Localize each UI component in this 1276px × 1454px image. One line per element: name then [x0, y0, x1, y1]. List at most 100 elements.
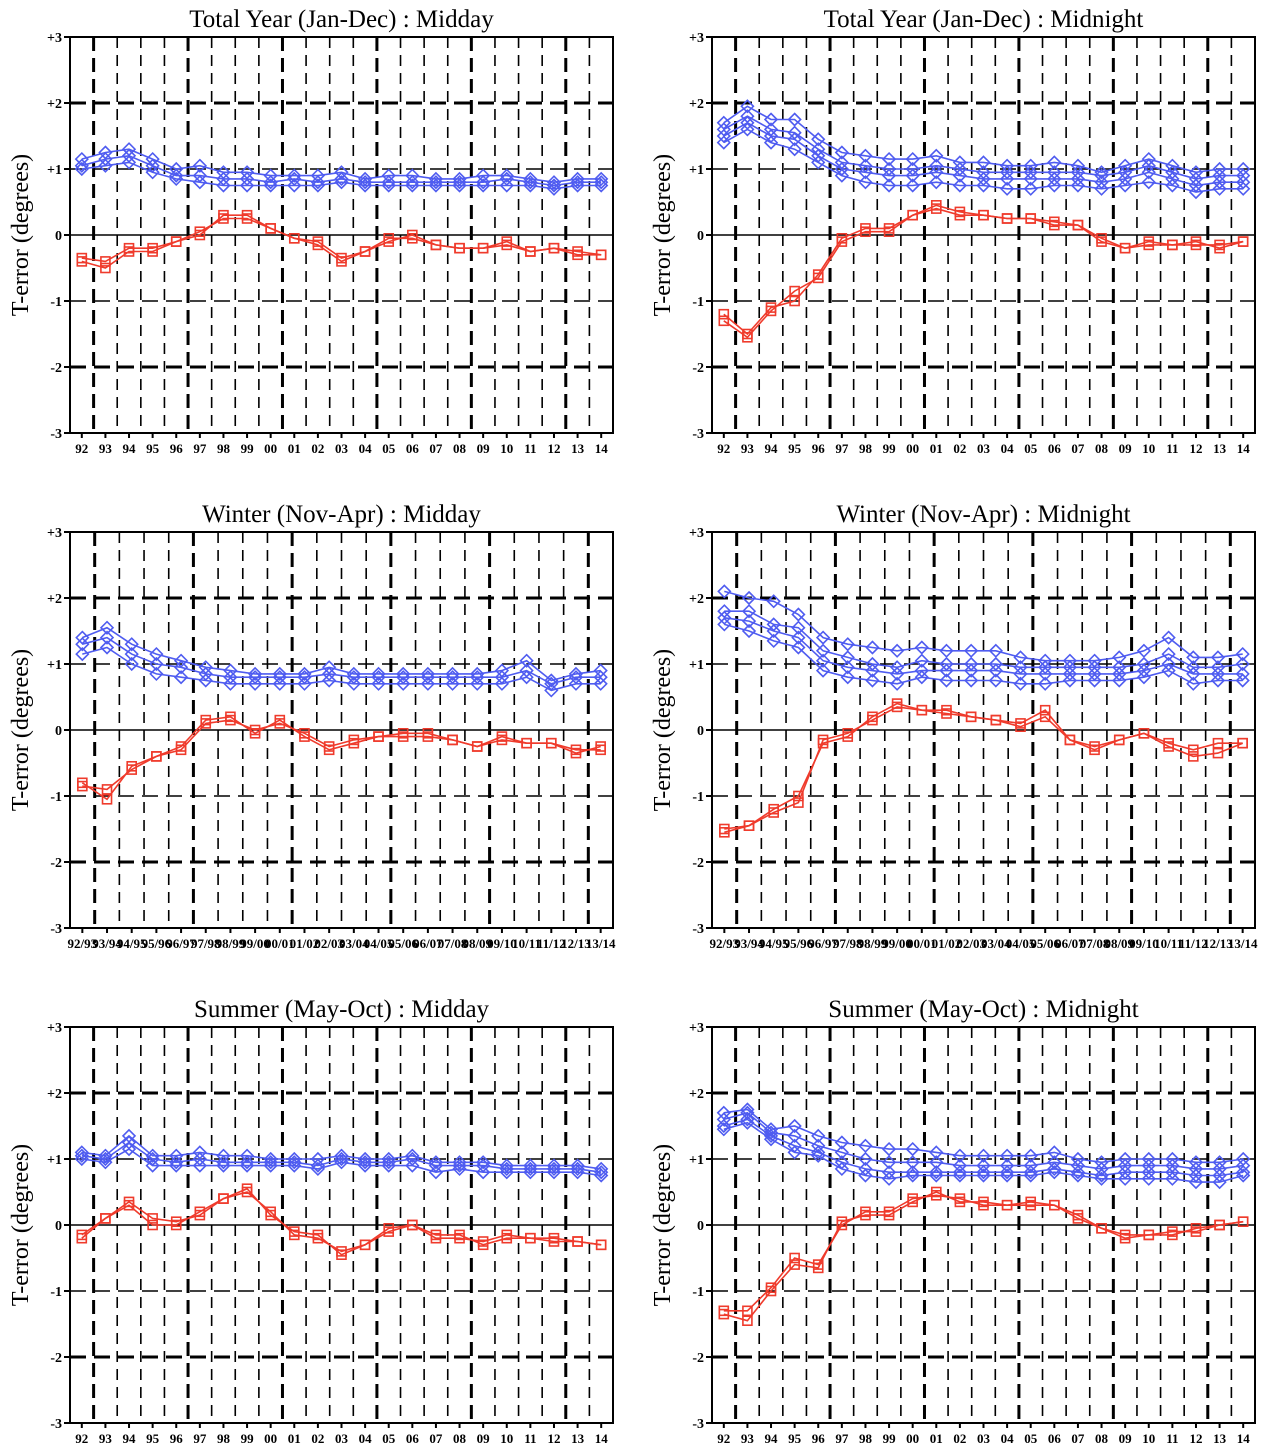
diamond-marker: [523, 1165, 538, 1180]
chart-panel-1: -3 -2 -1 0 +1 +2 +3 92 93 94 95 96 97 98 99 00 01 02 03 04 0…: [8, 6, 614, 456]
diamond-marker: [98, 1155, 113, 1170]
square-marker: [742, 1305, 753, 1317]
y-tick-label: -2: [50, 1351, 62, 1366]
square-marker: [241, 213, 253, 224]
y-tick-label: -2: [50, 856, 62, 871]
diamond-marker: [452, 1158, 467, 1173]
diamond-marker: [741, 623, 757, 639]
series-3-blue: [75, 640, 608, 698]
square-marker: [1143, 1229, 1155, 1241]
diamond-marker: [546, 1165, 562, 1180]
diamond-marker: [357, 175, 373, 190]
diamond-marker: [499, 178, 514, 193]
series-3-blue: [74, 155, 609, 196]
x-tick-label: 10: [1142, 441, 1155, 456]
square-marker: [883, 1209, 895, 1221]
diamond-marker: [452, 178, 467, 193]
series-6-red: [718, 203, 1249, 340]
square-marker: [123, 1199, 135, 1211]
square-marker: [1096, 1223, 1107, 1234]
y-axis-label: T-error (degrees): [650, 1144, 676, 1306]
diamond-marker: [929, 148, 944, 163]
diamond-marker: [834, 168, 849, 183]
diamond-marker: [74, 1145, 89, 1160]
y-tick-label: -3: [692, 1417, 704, 1432]
diamond-marker: [1210, 673, 1226, 688]
square-marker: [218, 1193, 229, 1204]
x-tick-label: 08/09: [1104, 936, 1134, 951]
diamond-marker: [1118, 178, 1133, 193]
diamond-marker: [546, 178, 562, 193]
diamond-marker: [1161, 663, 1176, 678]
diamond-marker: [519, 653, 534, 668]
diamond-marker: [881, 1155, 897, 1170]
x-tick-label: 13: [571, 441, 585, 456]
diamond-marker: [1141, 175, 1156, 190]
diamond-marker: [239, 1158, 255, 1173]
diamond-marker: [470, 676, 485, 691]
x-tick-label: 10: [500, 1431, 513, 1446]
diamond-marker: [914, 670, 929, 685]
x-tick-label: 08: [453, 1431, 467, 1446]
x-tick-label: 11: [524, 1431, 536, 1446]
diamond-marker: [881, 151, 897, 167]
diamond-marker: [929, 1155, 944, 1170]
diamond-marker: [889, 643, 905, 658]
diamond-marker: [523, 175, 538, 190]
x-tick-label: 05: [382, 1431, 396, 1446]
square-marker: [454, 1229, 465, 1241]
square-marker: [572, 249, 583, 261]
diamond-marker: [999, 181, 1015, 196]
square-marker: [1025, 213, 1037, 224]
square-marker: [218, 213, 229, 224]
square-marker: [1039, 711, 1051, 723]
diamond-marker: [740, 1115, 755, 1130]
x-tick-label: 99: [241, 441, 255, 456]
x-tick-label: 09: [1119, 1431, 1133, 1446]
square-marker: [1212, 737, 1224, 749]
diamond-marker: [121, 1141, 137, 1157]
square-marker: [265, 1209, 276, 1221]
diamond-marker: [568, 666, 584, 682]
diamond-marker: [99, 640, 115, 655]
diamond-marker: [787, 132, 802, 147]
square-marker: [1143, 239, 1155, 251]
diamond-marker: [499, 168, 514, 183]
diamond-marker: [346, 676, 361, 691]
x-tick-label: 07: [1071, 1431, 1085, 1446]
diamond-marker: [1236, 1168, 1251, 1183]
x-tick-label: 02: [953, 441, 966, 456]
x-tick-label: 08: [1095, 1431, 1109, 1446]
diamond-marker: [192, 1158, 207, 1173]
y-tick-label: 0: [697, 229, 704, 244]
x-tick-label: 97: [193, 1431, 207, 1446]
y-tick-label: +1: [47, 1153, 62, 1168]
square-marker: [907, 1196, 918, 1208]
chart-title: Winter (Nov-Apr) : Midday: [202, 501, 481, 528]
x-tick-label: 97: [835, 441, 849, 456]
x-tick-label: 04: [1001, 1431, 1015, 1446]
series-line: [723, 1108, 1244, 1164]
x-tick-label: 92/93: [68, 936, 98, 951]
y-tick-label: +1: [47, 163, 62, 178]
square-marker: [789, 295, 800, 307]
diamond-marker: [346, 666, 361, 682]
diamond-marker: [999, 1148, 1015, 1163]
x-tick-label: 03: [335, 1431, 349, 1446]
x-tick-label: 06/07: [1055, 936, 1085, 951]
square-marker: [1212, 747, 1224, 759]
diamond-marker: [470, 666, 485, 682]
y-tick-label: +1: [689, 658, 704, 673]
x-tick-label: 09/10: [487, 936, 517, 951]
x-tick-label: 01/02: [932, 936, 962, 951]
x-tick-label: 07/08: [438, 936, 468, 951]
square-marker: [407, 233, 418, 244]
diamond-marker: [1235, 656, 1250, 672]
x-tick-label: 05: [382, 441, 396, 456]
diamond-marker: [428, 175, 444, 190]
square-marker: [1039, 704, 1051, 716]
diamond-marker: [1141, 1171, 1156, 1186]
square-marker: [1187, 744, 1199, 756]
y-tick-label: -1: [692, 790, 704, 805]
diamond-marker: [1236, 181, 1251, 196]
